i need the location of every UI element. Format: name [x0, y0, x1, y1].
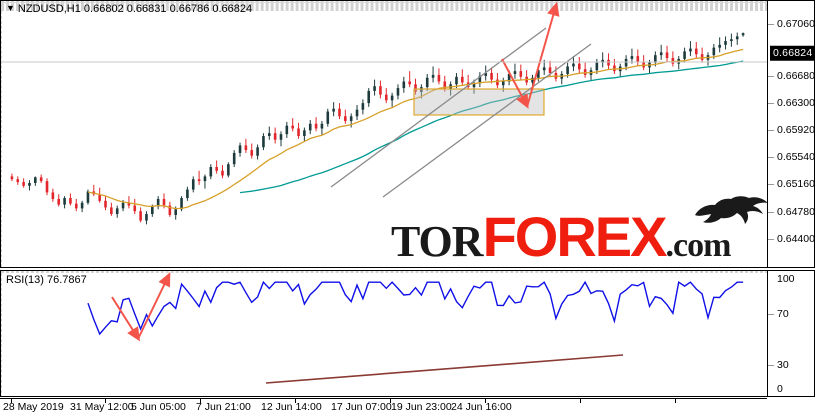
price-tick-label: 0.65160: [777, 178, 815, 190]
time-tick-label: 19 Jun 23:00: [391, 401, 452, 413]
rsi-tick-label: 100: [777, 273, 795, 285]
rsi-plot-area[interactable]: RSI(13) 76.7867: [1, 271, 768, 396]
gridline-v: [1, 11, 2, 267]
gridline-h: [1, 3, 768, 4]
time-tick-label: 7 Jun 21:00: [196, 401, 251, 413]
current-price-line: [1, 61, 768, 63]
time-tick-label: 17 Jun 07:00: [331, 401, 392, 413]
price-tick-label: 0.65540: [777, 151, 815, 163]
rsi-axis-labels[interactable]: 100 70 30 0: [768, 271, 815, 396]
channel-upper-line[interactable]: [330, 27, 547, 188]
price-chart-panel: TORFOREX.com ▼ NZDUSD,H1 0.66802 0.66831 …: [0, 0, 815, 268]
trend-channel[interactable]: [1, 1, 768, 267]
gridline-v: [1, 273, 2, 396]
forecast-arrows[interactable]: [1, 1, 768, 267]
rsi-tick-label: 70: [777, 308, 789, 320]
chart-header: ▼ NZDUSD,H1 0.66802 0.66831 0.66786 0.668…: [6, 3, 252, 15]
time-axis[interactable]: 28 May 2019 31 May 12:00 5 Jun 05:00 7 J…: [0, 398, 815, 419]
chart-header-text: NZDUSD,H1 0.66802 0.66831 0.66786 0.6682…: [17, 3, 253, 15]
channel-lower-line[interactable]: [382, 43, 592, 198]
gridline-h: [1, 7, 768, 8]
price-tick-label: 0.64780: [777, 206, 815, 218]
rsi-series-overlay: [87, 280, 744, 336]
time-tick-label: 31 May 12:00: [70, 401, 134, 413]
gridline-h: [1, 5, 768, 6]
rsi-tick-label: 30: [777, 359, 789, 371]
ma-slow-line: [239, 60, 744, 194]
gridline-h: [1, 10, 768, 11]
rsi-trendline[interactable]: [1, 271, 768, 396]
price-plot-area[interactable]: TORFOREX.com ▼ NZDUSD,H1 0.66802 0.66831 …: [1, 1, 768, 267]
gridline-h: [1, 1, 768, 2]
price-axis-labels[interactable]: 0.67060 0.66680 0.66300 0.65920 0.65540 …: [768, 1, 815, 267]
price-tick-label: 0.67060: [777, 18, 815, 30]
forecast-down-arrow[interactable]: [501, 58, 529, 109]
rsi-level-30: [1, 272, 768, 273]
chart-dropdown-icon[interactable]: ▼: [6, 3, 15, 13]
gridline-h: [1, 9, 768, 10]
price-tick-label: 0.64400: [777, 233, 815, 245]
gridline-h: [1, 8, 768, 9]
rsi-axis-divider: [767, 271, 768, 396]
gridline-h: [1, 4, 768, 5]
time-tick-label: 5 Jun 05:00: [131, 401, 186, 413]
current-price-badge: 0.66824: [770, 45, 815, 61]
rsi-tick-label: 0: [777, 383, 783, 395]
time-axis-line: [0, 398, 767, 399]
time-tick-label: 28 May 2019: [3, 401, 64, 413]
rsi-chart-panel: RSI(13) 76.7867 100 70 30 0: [0, 270, 815, 397]
time-tick-label: 24 Jun 16:00: [451, 401, 512, 413]
rsi-forecast-arrows[interactable]: [1, 271, 768, 396]
price-tick-label: 0.65920: [777, 124, 815, 136]
rsi-forecast-up-arrow[interactable]: [137, 272, 171, 340]
rsi-header-text: RSI(13) 76.7867: [6, 274, 87, 286]
rsi-support-trendline[interactable]: [265, 354, 624, 384]
rsi-forecast-down-arrow[interactable]: [111, 296, 141, 342]
price-tick-label: 0.66300: [777, 97, 815, 109]
time-tick-label: 12 Jun 14:00: [261, 401, 322, 413]
ma-fast-line: [87, 48, 744, 210]
gridline-h: [1, 6, 768, 7]
price-tick-label: 0.66680: [777, 70, 815, 82]
price-axis-divider: [767, 1, 768, 267]
rsi-line: [87, 280, 744, 336]
gridline-h: [1, 2, 768, 3]
forecast-up-arrow[interactable]: [526, 1, 560, 108]
rsi-level-70: [1, 271, 768, 272]
